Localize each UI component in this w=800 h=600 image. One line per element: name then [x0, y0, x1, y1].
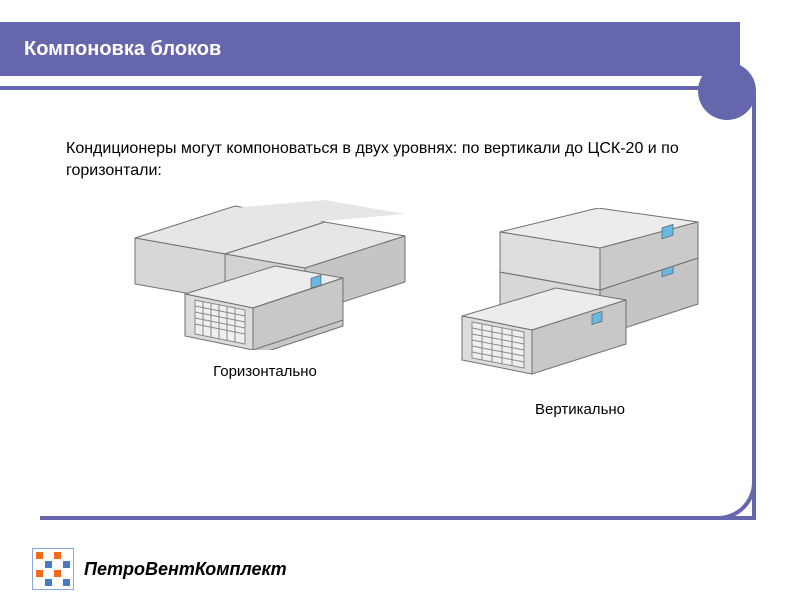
frame-right [752, 90, 756, 520]
footer: ПетроВентКомплект [32, 548, 287, 590]
header-underline [0, 86, 700, 90]
slide-title: Компоновка блоков [24, 38, 221, 61]
figure-vertical: Вертикально [440, 208, 720, 418]
logo-icon [32, 548, 74, 590]
horizontal-svg [115, 200, 415, 350]
diagram-area: Горизонтально [60, 200, 720, 490]
footer-brand: ПетроВентКомплект [84, 559, 287, 580]
frame-corner [718, 482, 756, 520]
frame-bottom [40, 516, 756, 520]
figure-horizontal: Горизонтально [115, 200, 415, 380]
vertical-svg [440, 208, 720, 388]
header-bar: Компоновка блоков [0, 22, 740, 76]
caption-vertical: Вертикально [440, 401, 720, 418]
caption-horizontal: Горизонтально [115, 363, 415, 380]
body-text: Кондиционеры могут компоноваться в двух … [66, 138, 706, 181]
corner-circle [698, 62, 756, 120]
